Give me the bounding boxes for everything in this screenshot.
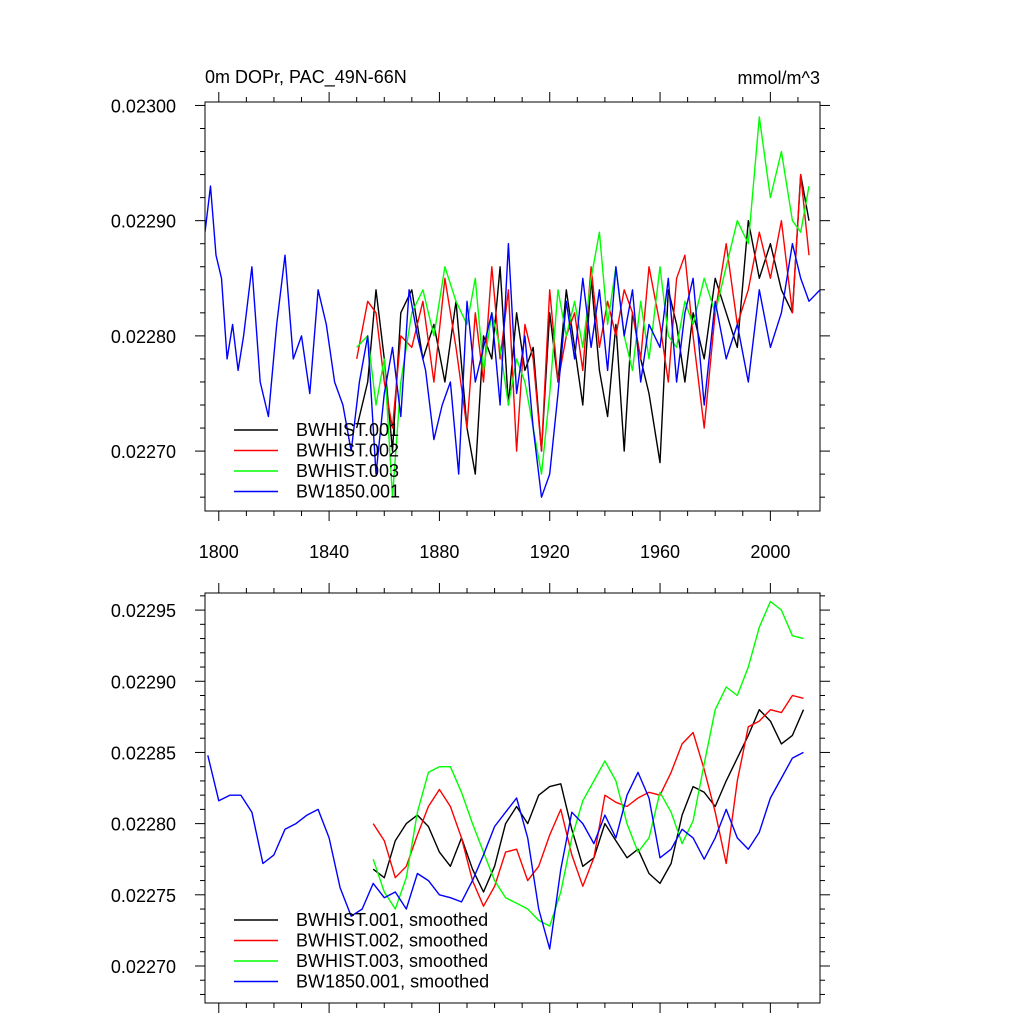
x-tick-label: 2000 — [750, 542, 790, 562]
legend-label: BW1850.001, smoothed — [296, 972, 489, 992]
chart-panel-2: 0.02270 0.02275 0.02280 0.02285 0.02290 0.022… — [111, 583, 830, 1013]
legend-label: BWHIST.003 — [296, 461, 399, 481]
y-tick-label: 0.02270 — [111, 957, 176, 977]
y-tick-label: 0.02270 — [111, 442, 176, 462]
legend-label: BW1850.001 — [296, 482, 400, 502]
plot-frame — [204, 101, 821, 512]
units-label: mmol/m^3 — [738, 68, 820, 88]
x-tick-label: 1840 — [309, 542, 349, 562]
y-tick-label: 0.02280 — [111, 815, 176, 835]
plot-frame — [204, 592, 821, 1004]
series-line-bwhist-003-smoothed — [372, 600, 804, 927]
chart-title: 0m DOPr, PAC_49N-66N — [205, 67, 407, 88]
y-tick-label: 0.02300 — [111, 96, 176, 116]
x-tick-label: 1960 — [640, 542, 680, 562]
y-tick-label: 0.02290 — [111, 212, 176, 232]
y-tick-label: 0.02280 — [111, 327, 176, 347]
chart-panel-1: 1800 1840 1880 1920 1960 2000 0.02270 0.02280 0.… — [111, 67, 830, 562]
series-line-bwhist-001 — [356, 173, 810, 475]
y-tick-label: 0.02285 — [111, 743, 176, 763]
y-tick-label: 0.02295 — [111, 601, 176, 621]
legend-label: BWHIST.002, smoothed — [296, 931, 488, 951]
legend-label: BWHIST.003, smoothed — [296, 951, 488, 971]
x-tick-label: 1920 — [530, 542, 570, 562]
series-line-bwhist-002-smoothed — [372, 694, 804, 907]
y-tick-label: 0.02290 — [111, 672, 176, 692]
series-line-bwhist-001-smoothed — [372, 709, 805, 893]
series-line-bw1850-001 — [205, 185, 820, 498]
legend-label: BWHIST.001, smoothed — [296, 910, 488, 930]
x-tick-label: 1800 — [199, 542, 239, 562]
legend-label: BWHIST.001 — [296, 420, 399, 440]
y-tick-label: 0.02275 — [111, 886, 176, 906]
series-line-bwhist-002 — [356, 173, 810, 452]
series-line-bw1850-001-smoothed — [207, 751, 804, 950]
x-tick-label: 1880 — [419, 542, 459, 562]
legend-label: BWHIST.002 — [296, 441, 399, 461]
